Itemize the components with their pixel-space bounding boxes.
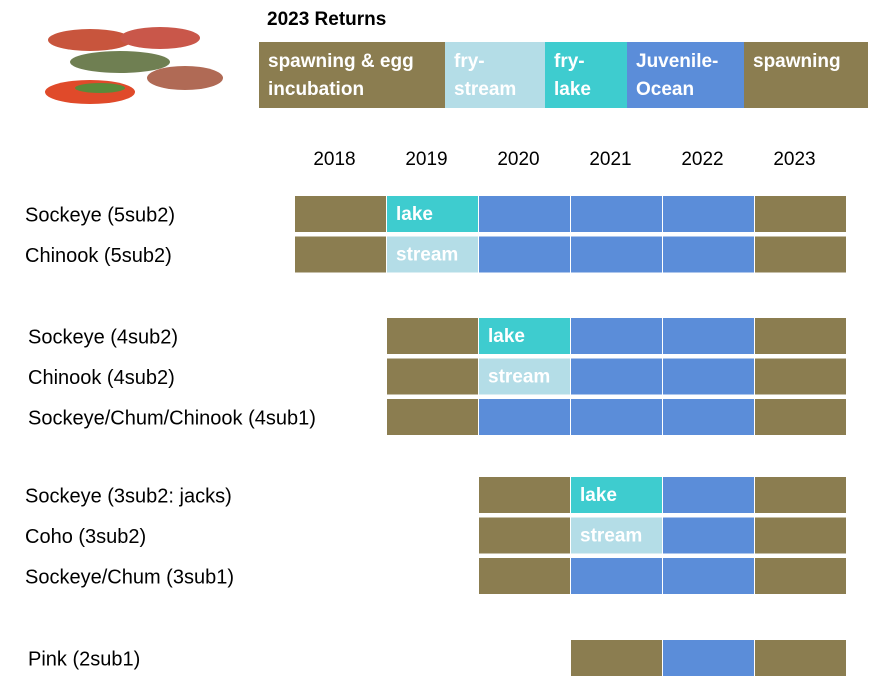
stage-cell: [387, 196, 478, 232]
year-label: 2021: [589, 149, 631, 170]
legend-segment: [627, 42, 744, 108]
row-label: Pink (2sub1): [28, 648, 140, 670]
row-label: Sockeye (5sub2): [25, 204, 175, 226]
stage-cell: [479, 399, 570, 435]
stage-cell: [479, 558, 570, 594]
legend-label-line: Juvenile-: [636, 51, 718, 72]
stage-cell: [755, 358, 846, 395]
row-label: Chinook (5sub2): [25, 245, 172, 267]
stage-cell: [755, 399, 846, 435]
legend-label: spawning: [753, 51, 841, 72]
stage-cell: [571, 640, 662, 676]
legend-label-line: fry-: [454, 51, 485, 72]
stage-cell: [755, 640, 846, 676]
title: 2023 Returns: [267, 9, 386, 30]
stage-cell: [663, 358, 754, 395]
row-label: Sockeye/Chum/Chinook (4sub1): [28, 407, 316, 429]
row-label: Coho (3sub2): [25, 526, 146, 548]
stage-cell: [663, 477, 754, 513]
stage-cell: [295, 236, 386, 273]
row-label: Sockeye (4sub2): [28, 326, 178, 348]
stage-cell: [479, 196, 570, 232]
stage-cell: [387, 236, 478, 273]
legend-segment: [259, 42, 445, 108]
stage-cell: [571, 399, 662, 435]
stage-cell: [387, 358, 478, 395]
legend-label: Juvenile- Ocean: [636, 51, 718, 100]
stage-cell: [571, 358, 662, 395]
stage-cell: [755, 236, 846, 273]
legend-label-line: stream: [454, 79, 516, 100]
row-label: Sockeye (3sub2: jacks): [25, 485, 232, 507]
stage-cell: [479, 517, 570, 554]
stage-cell: [663, 558, 754, 594]
legend-label-line: lake: [554, 79, 591, 100]
year-label: 2023: [773, 149, 815, 170]
stage-cell: [663, 318, 754, 354]
stage-cell: [663, 517, 754, 554]
stage-cell: [755, 318, 846, 354]
stage-cell: [755, 558, 846, 594]
legend-label-line: incubation: [268, 79, 364, 100]
legend-label-line: spawning: [753, 51, 841, 72]
stage-cell: [755, 477, 846, 513]
stage-cell: [571, 517, 662, 554]
legend-label-line: spawning & egg: [268, 51, 414, 72]
year-label: 2019: [405, 149, 447, 170]
legend-segment: [545, 42, 627, 108]
year-label: 2022: [681, 149, 723, 170]
stage-cell: [571, 477, 662, 513]
row-label: Chinook (4sub2): [28, 367, 175, 389]
year-label: 2020: [497, 149, 539, 170]
stage-cell: [387, 318, 478, 354]
row-label: Sockeye/Chum (3sub1): [25, 566, 234, 588]
stage-cell: [663, 196, 754, 232]
stage-cell-label: lake: [396, 204, 433, 225]
legend-segment: [744, 42, 868, 108]
stage-cell-label: stream: [580, 526, 642, 547]
stage-cell: [387, 399, 478, 435]
legend-label-line: Ocean: [636, 79, 694, 100]
legend-label: spawning & egg incubation: [268, 51, 414, 100]
stage-cell: [571, 236, 662, 273]
stage-cell: [571, 558, 662, 594]
stage-cell-label: lake: [488, 326, 525, 347]
legend-label: fry-stream: [454, 51, 516, 100]
stage-cell: [479, 477, 570, 513]
legend-label: fry-lake: [554, 51, 591, 100]
stage-cell: [479, 318, 570, 354]
stage-cell: [755, 196, 846, 232]
stage-cell: [479, 236, 570, 273]
stage-cell-label: lake: [580, 485, 617, 506]
stage-cell: [663, 399, 754, 435]
stage-cell: [663, 640, 754, 676]
stage-cell-label: stream: [488, 367, 550, 388]
legend-label-line: fry-: [554, 51, 585, 72]
stage-cell: [571, 196, 662, 232]
fish-illustration: [45, 27, 223, 104]
stage-cell-label: stream: [396, 245, 458, 266]
legend-segment: [445, 42, 545, 108]
stage-cell: [479, 358, 570, 395]
stage-cell: [663, 236, 754, 273]
stage-cell: [571, 318, 662, 354]
stage-cell: [295, 196, 386, 232]
stage-cell: [755, 517, 846, 554]
year-label: 2018: [313, 149, 355, 170]
